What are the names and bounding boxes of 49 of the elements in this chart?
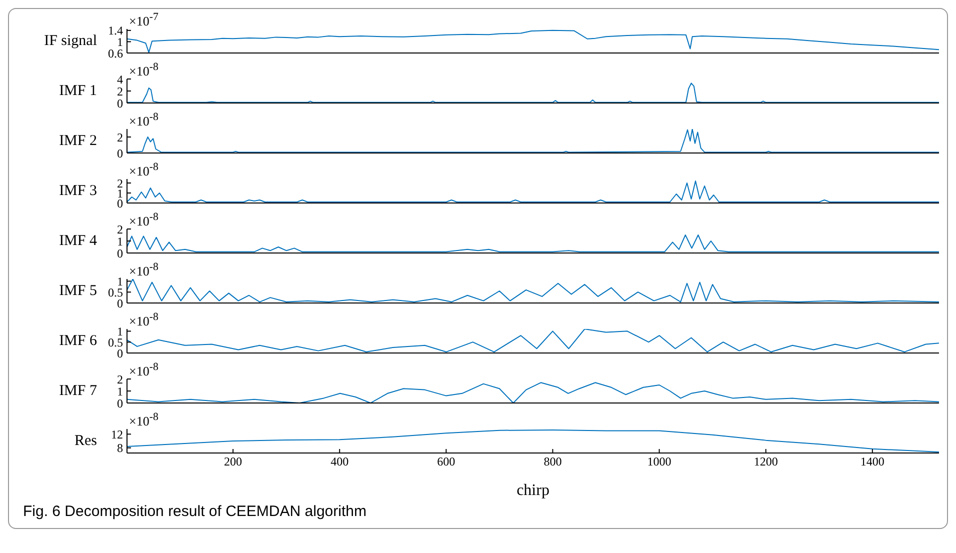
text: ×10$^{-8}$ (129, 160, 158, 180)
text: ×10$^{-8}$ (129, 360, 158, 380)
text: ×10$^{-8}$ (129, 410, 158, 430)
y-tick-label: 12 (111, 427, 123, 442)
line-series (127, 279, 939, 302)
y-axis-title: IMF 3 (59, 183, 97, 199)
y-tick-label: 0 (117, 246, 123, 260)
y-axis-title: IMF 4 (59, 233, 98, 249)
x-tick-label: 1000 (647, 454, 672, 469)
y-tick-label: 1 (117, 384, 123, 398)
y-tick-label: 2 (117, 130, 123, 144)
text: ×10$^{-8}$ (129, 60, 158, 80)
y-tick-label: 0 (117, 146, 123, 160)
x-tick-label: 1400 (860, 454, 884, 469)
line-series (127, 30, 939, 53)
text: ×10$^{-7}$ (129, 10, 158, 30)
caption: Fig. 6 Decomposition result of CEEMDAN algorithm (23, 503, 368, 520)
text: ×10$^{-8}$ (129, 210, 158, 230)
text: ×10$^{-8}$ (129, 110, 158, 130)
x-axis-title: chirp (516, 482, 550, 499)
y-axis-title: IMF 5 (59, 283, 97, 299)
line-series (127, 430, 939, 452)
x-tick-label: 1200 (754, 454, 778, 469)
y-axis-title: IF signal (44, 33, 97, 49)
line-series (127, 329, 939, 352)
y-axis-title: IMF 2 (59, 133, 97, 149)
y-tick-label: 4 (117, 72, 123, 86)
y-axis-title: Res (74, 433, 98, 449)
y-tick-label: 8 (117, 441, 123, 456)
y-tick-label: 2 (117, 222, 123, 236)
y-tick-label: 0 (117, 396, 123, 410)
line-series (127, 180, 939, 202)
text: ×10$^{-8}$ (129, 260, 158, 280)
x-tick-label: 400 (330, 454, 349, 469)
y-axis-title: IMF 1 (59, 83, 97, 99)
x-tick-label: 600 (437, 454, 456, 469)
line-series (127, 129, 939, 153)
y-tick-label: 0.6 (108, 46, 123, 60)
line-series (127, 82, 939, 103)
x-tick-label: 800 (544, 454, 562, 469)
line-series (127, 382, 939, 403)
text: ×10$^{-8}$ (129, 310, 158, 330)
y-axis-title: IMF 7 (59, 383, 98, 399)
x-tick-label: 200 (224, 454, 242, 469)
y-tick-label: 2 (117, 84, 123, 98)
y-tick-label: 2 (117, 372, 123, 386)
y-tick-label: 0 (117, 96, 123, 110)
y-tick-label: 1 (117, 234, 123, 248)
y-axis-title: IMF 6 (59, 333, 98, 349)
